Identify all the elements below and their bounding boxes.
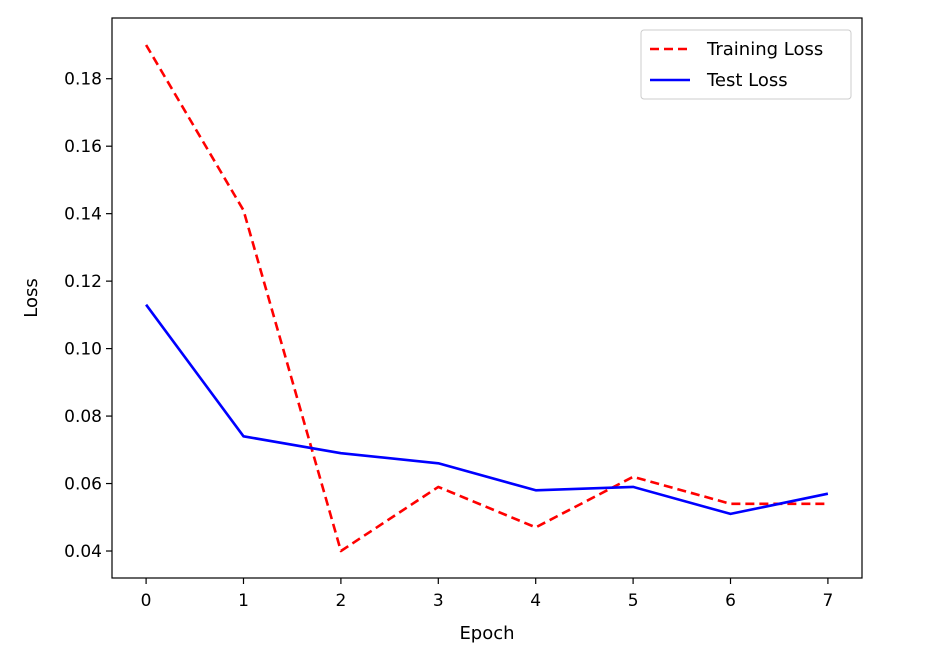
y-tick-label: 0.10 <box>64 340 102 360</box>
x-tick-label: 2 <box>335 591 346 611</box>
x-tick-label: 1 <box>238 591 249 611</box>
y-tick-label: 0.18 <box>64 70 102 90</box>
legend-box <box>640 29 852 100</box>
x-tick-label: 4 <box>530 591 541 611</box>
x-tick-label: 3 <box>433 591 444 611</box>
y-tick-label: 0.12 <box>64 272 102 292</box>
y-tick-label: 0.08 <box>64 407 102 427</box>
x-tick-label: 7 <box>822 591 833 611</box>
series-line-training-loss <box>144 44 828 553</box>
y-tick-label: 0.14 <box>64 205 102 225</box>
series-line-test-loss <box>145 303 829 516</box>
x-tick-label: 6 <box>725 591 736 611</box>
legend-label-training-loss: Training Loss <box>706 39 823 60</box>
y-tick-label: 0.04 <box>64 542 102 562</box>
y-axis-ticks: 0.04 0.06 0.08 0.10 0.12 0.14 0.16 0.18 <box>64 70 112 562</box>
y-tick-label: 0.16 <box>64 137 102 157</box>
x-tick-label: 0 <box>141 591 152 611</box>
x-axis-label: Epoch <box>459 623 514 644</box>
y-axis-label: Loss <box>21 278 42 317</box>
y-tick-label: 0.06 <box>64 475 102 495</box>
x-axis-ticks: 0 1 2 3 4 5 6 7 <box>141 578 833 611</box>
legend-label-test-loss: Test Loss <box>706 70 788 91</box>
x-tick-label: 5 <box>628 591 639 611</box>
legend: Training Loss Test Loss <box>640 29 852 100</box>
series-lines <box>144 44 829 553</box>
plot-area-frame <box>111 17 863 579</box>
